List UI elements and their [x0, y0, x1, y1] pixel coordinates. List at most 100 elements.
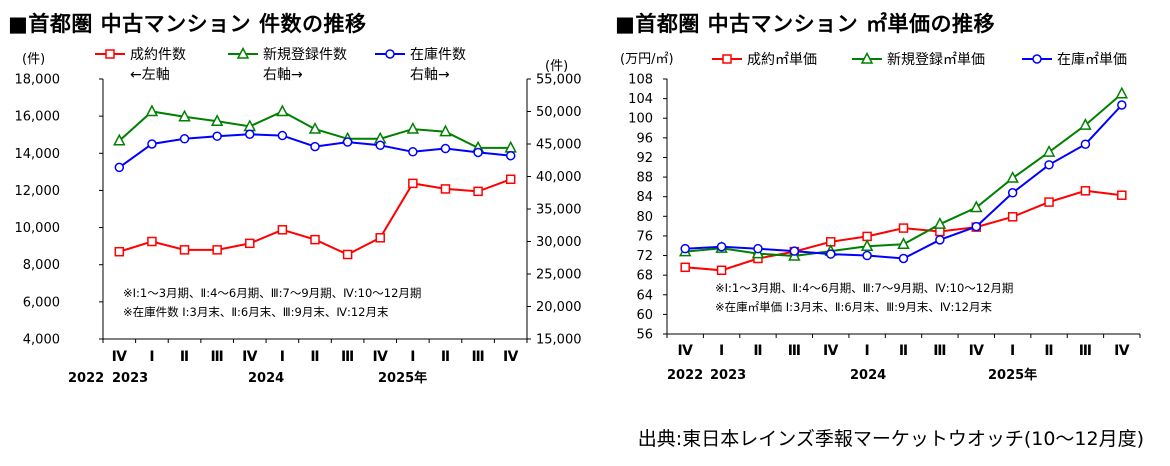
chart1-right-tick-label: 20,000	[536, 300, 582, 315]
chart1-series-2-point	[210, 114, 224, 126]
chart2-x-tick-label: Ⅳ	[1114, 343, 1130, 359]
chart1-right-tick-label: 35,000	[536, 203, 582, 218]
chart2-left-tick-label: 64	[636, 288, 653, 303]
chart2-series-1-point	[1044, 197, 1054, 207]
chart1-year-label: 2023	[112, 371, 148, 386]
source-note: 出典:東日本レインズ季報マーケットウオッチ(10～12月度)	[637, 428, 1144, 450]
chart1-left-tick-label: 10,000	[15, 221, 61, 236]
chart2-left-tick-label: 60	[636, 308, 653, 323]
chart1-x-tick-label: Ⅱ	[441, 349, 450, 365]
chart1-x-tick-label: Ⅳ	[242, 349, 258, 365]
chart2-series-2-point	[860, 239, 874, 251]
chart1-series-1-point	[245, 238, 255, 249]
chart2-series-3-point	[1117, 100, 1127, 110]
chart2-left-tick-label: 80	[636, 210, 653, 225]
chart2-x-tick-label: Ⅰ	[865, 343, 870, 359]
chart1-note-2: ※在庫件数 Ⅰ:3月末、Ⅱ:6月末、Ⅲ:9月末、Ⅳ:12月末	[123, 305, 389, 319]
chart1-series-1-point	[408, 178, 418, 189]
chart2-series-2-point	[897, 237, 910, 250]
chart2-year-label: 2024	[850, 368, 886, 383]
chart2-series-1-point	[1080, 186, 1091, 196]
chart1-right-tick-label: 45,000	[536, 138, 582, 153]
chart1-series-3-point	[473, 147, 483, 158]
chart2-title: ■首都圏 中古マンション ㎡単価の推移	[615, 12, 995, 36]
chart2-legend-marker-2	[860, 51, 874, 64]
chart2-x-tick-label: Ⅰ	[719, 343, 724, 359]
chart2-series-3-point	[862, 250, 872, 261]
chart2-x-tick-label: Ⅲ	[788, 343, 801, 359]
chart1-series-2-point	[439, 124, 452, 137]
chart1-left-tick-label: 14,000	[15, 147, 61, 162]
chart1-series-1-point	[147, 236, 157, 247]
chart2-series-2-point	[933, 217, 947, 229]
chart2-year-label: 2025年	[988, 367, 1037, 383]
chart1-legend-label-1: 成約件数	[130, 47, 186, 63]
chart2-x-tick-label: Ⅲ	[933, 343, 946, 359]
chart2-legend-label-2: 新規登録㎡単価	[887, 52, 985, 68]
chart1-right-tick-label: 40,000	[536, 170, 582, 185]
chart2-series-3-point	[753, 243, 763, 254]
chart1-series-3-point	[310, 141, 320, 152]
chart1-series-2-point	[178, 109, 191, 122]
chart1-series-3-point	[114, 162, 125, 173]
chart1-series-3-point	[245, 129, 255, 139]
chart1-x-tick-label: Ⅲ	[211, 349, 224, 365]
chart2-left-tick-label: 96	[636, 131, 653, 146]
chart2-series-line-3	[685, 104, 1123, 260]
chart2-series-3-point	[898, 253, 909, 264]
chart1-series-1-point	[473, 186, 483, 197]
chart2-series-1-point	[680, 262, 690, 273]
chart1-year-label: 2024	[248, 371, 284, 386]
chart2-series-3-point	[716, 241, 727, 252]
chart1-right-unit-label: (件)	[545, 59, 568, 74]
chart2-x-tick-label: Ⅱ	[1044, 343, 1053, 359]
chart2-series-3-point	[1007, 188, 1018, 198]
chart2-series-1-point	[1117, 190, 1127, 200]
chart1-left-unit-label: (件)	[22, 52, 45, 67]
chart1-series-3-point	[408, 147, 418, 157]
chart1-series-3-point	[277, 130, 288, 141]
chart1-series-1-point	[277, 225, 288, 235]
chart1-series-3-point	[440, 143, 451, 154]
chart2-left-tick-label: 108	[628, 73, 653, 88]
chart1-legend-sub-1: ←左軸	[130, 67, 170, 83]
chart1-x-tick-label: Ⅱ	[310, 349, 319, 365]
chart2-note-1: ※Ⅰ:1～3月期、Ⅱ:4～6月期、Ⅲ:7～9月期、Ⅳ:10～12月期	[715, 281, 1013, 295]
chart1-x-tick-label: Ⅲ	[471, 349, 484, 365]
chart2-note-2: ※在庫㎡単価 Ⅰ:3月末、Ⅱ:6月末、Ⅲ:9月末、Ⅳ:12月末	[715, 300, 992, 314]
chart2-series-3-point	[1080, 139, 1091, 149]
chart1-series-1-point	[342, 249, 353, 260]
chart2-left-tick-label: 100	[628, 112, 653, 127]
chart2-legend-label-3: 在庫㎡単価	[1057, 51, 1127, 68]
chart2-year-label: 2022	[667, 368, 703, 383]
chart1-x-tick-label: Ⅰ	[149, 349, 154, 365]
chart2-year-label: 2023	[710, 368, 746, 383]
chart2-x-tick-label: Ⅳ	[823, 343, 839, 359]
chart2-x-tick-label: Ⅱ	[753, 343, 762, 359]
chart1-series-3-point	[147, 139, 157, 149]
chart1-left-tick-label: 12,000	[15, 184, 61, 199]
chart1-series-1-point	[375, 233, 385, 243]
chart2-left-tick-label: 68	[636, 269, 653, 284]
chart2-series-3-point	[680, 243, 690, 254]
chart2-x-tick-label: Ⅳ	[969, 343, 985, 359]
chart2-series-2-point	[1115, 86, 1129, 99]
chart1-x-tick-label: Ⅳ	[503, 349, 519, 365]
chart2-left-tick-label: 92	[636, 151, 653, 166]
chart2-series-1-point	[898, 223, 909, 233]
chart1-right-tick-label: 15,000	[536, 333, 582, 348]
chart1-year-label: 2022	[68, 371, 104, 386]
chart2-x-tick-label: Ⅱ	[899, 343, 908, 359]
chart1-x-tick-label: Ⅲ	[341, 349, 354, 365]
chart1-legend-marker-2	[236, 46, 250, 59]
chart1-series-2-point	[145, 104, 159, 117]
chart2-series-3-point	[825, 249, 836, 259]
chart1-legend-sub-3: 右軸→	[410, 67, 450, 83]
chart1-series-1-point	[179, 245, 190, 255]
chart1-legend-marker-1	[105, 49, 115, 59]
chart2-series-3-point	[971, 221, 982, 232]
chart2-series-1-point	[1007, 212, 1018, 222]
chart1-x-tick-label: Ⅳ	[112, 349, 128, 365]
chart1-legend-marker-3	[385, 49, 395, 59]
chart1-series-3-point	[212, 131, 222, 141]
